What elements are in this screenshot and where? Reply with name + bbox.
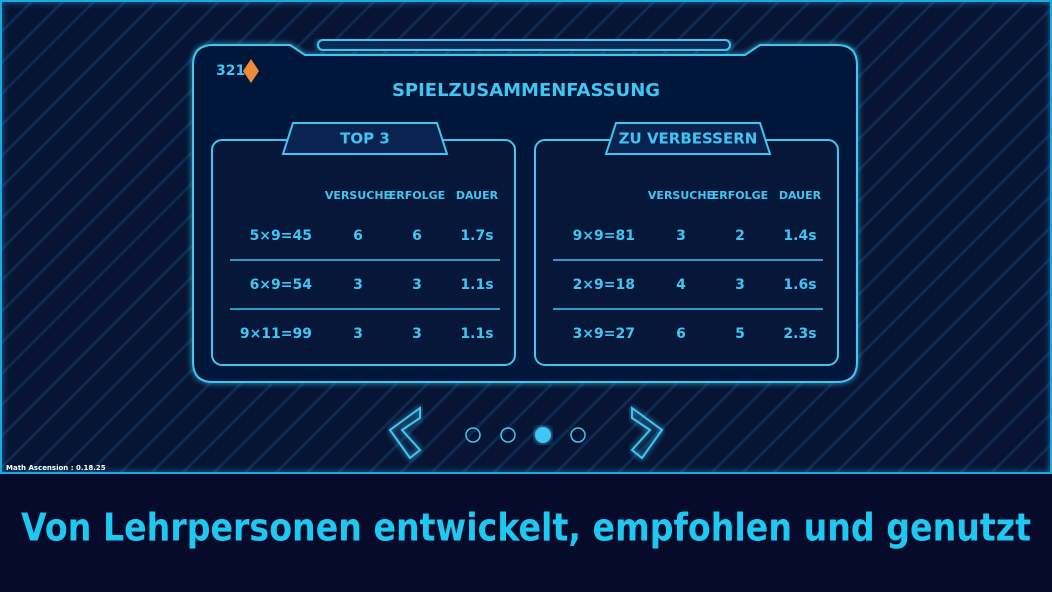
version: Math Ascension : 0.18.25 xyxy=(6,464,106,472)
column-header: ERFOLGE xyxy=(389,189,445,202)
cell: 6 xyxy=(676,326,686,342)
cell: 5 xyxy=(735,326,745,342)
cell: 6×9=54 xyxy=(250,277,313,293)
prev-arrow[interactable] xyxy=(388,406,422,460)
banner: Von Lehrpersonen entwickelt, empfohlen u… xyxy=(21,506,1031,550)
column-header: VERSUCHE xyxy=(648,189,714,202)
cell: 3 xyxy=(412,277,422,293)
table-tab xyxy=(604,122,772,155)
table-title: ZU VERBESSERN xyxy=(619,130,758,148)
table-title: TOP 3 xyxy=(340,130,390,148)
cell: 1.1s xyxy=(460,277,493,293)
cell: 2 xyxy=(735,228,745,244)
nav xyxy=(388,406,664,460)
cell: 6 xyxy=(412,228,422,244)
column-header: DAUER xyxy=(779,189,822,202)
cell: 9×9=81 xyxy=(573,228,635,244)
cell: 3 xyxy=(353,326,363,342)
cell: 3 xyxy=(735,277,745,293)
column-header: DAUER xyxy=(456,189,499,202)
cell: 2×9=18 xyxy=(573,277,635,293)
page-dot-active[interactable] xyxy=(535,427,551,443)
column-header: ERFOLGE xyxy=(712,189,768,202)
cell: 3×9=27 xyxy=(573,326,635,342)
cell: 4 xyxy=(676,277,686,293)
cell: 3 xyxy=(353,277,363,293)
cell: 1.4s xyxy=(783,228,816,244)
cell: 2.3s xyxy=(783,326,816,342)
cell: 3 xyxy=(412,326,422,342)
page-dot[interactable] xyxy=(570,427,586,443)
column-header: VERSUCHE xyxy=(325,189,391,202)
page-dot[interactable] xyxy=(465,427,481,443)
cell: 5×9=45 xyxy=(250,228,312,244)
currency-amount: 321 xyxy=(216,63,245,79)
page-dot[interactable] xyxy=(500,427,516,443)
cell: 9×11=99 xyxy=(240,326,312,342)
cell: 1.7s xyxy=(460,228,493,244)
panel-title: SPIELZUSAMMENFASSUNG xyxy=(392,80,660,101)
top-bar xyxy=(317,39,731,51)
frame xyxy=(0,0,1052,474)
cell: 1.6s xyxy=(783,277,816,293)
cell: 3 xyxy=(676,228,686,244)
next-arrow[interactable] xyxy=(630,406,664,460)
cell: 1.1s xyxy=(460,326,493,342)
table-tab xyxy=(281,122,449,155)
cell: 6 xyxy=(353,228,363,244)
banner-bg xyxy=(0,474,1052,592)
gem-icon xyxy=(243,59,259,83)
